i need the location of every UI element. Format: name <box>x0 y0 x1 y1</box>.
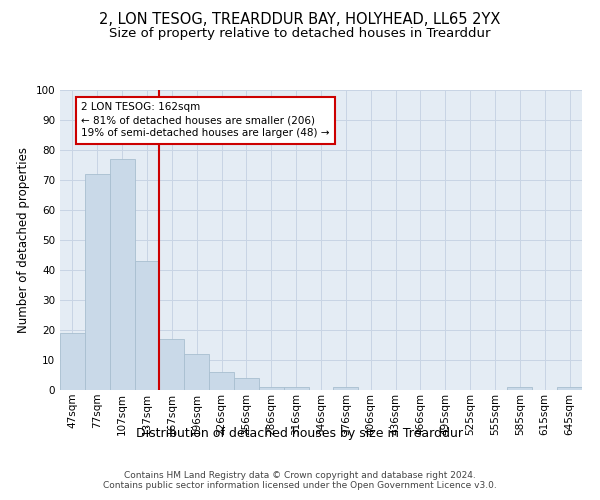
Bar <box>557 387 582 390</box>
Bar <box>259 387 284 390</box>
Bar <box>134 261 160 390</box>
Bar <box>334 387 358 390</box>
Y-axis label: Number of detached properties: Number of detached properties <box>17 147 30 333</box>
Text: 2, LON TESOG, TREARDDUR BAY, HOLYHEAD, LL65 2YX: 2, LON TESOG, TREARDDUR BAY, HOLYHEAD, L… <box>100 12 500 28</box>
Bar <box>160 339 184 390</box>
Bar <box>60 333 85 390</box>
Bar <box>234 378 259 390</box>
Bar <box>85 174 110 390</box>
Text: Contains HM Land Registry data © Crown copyright and database right 2024.
Contai: Contains HM Land Registry data © Crown c… <box>103 470 497 490</box>
Bar <box>508 387 532 390</box>
Text: Size of property relative to detached houses in Trearddur: Size of property relative to detached ho… <box>109 28 491 40</box>
Text: 2 LON TESOG: 162sqm
← 81% of detached houses are smaller (206)
19% of semi-detac: 2 LON TESOG: 162sqm ← 81% of detached ho… <box>81 102 329 139</box>
Bar <box>184 354 209 390</box>
Bar <box>209 372 234 390</box>
Text: Distribution of detached houses by size in Trearddur: Distribution of detached houses by size … <box>137 428 464 440</box>
Bar <box>110 159 134 390</box>
Bar <box>284 387 308 390</box>
